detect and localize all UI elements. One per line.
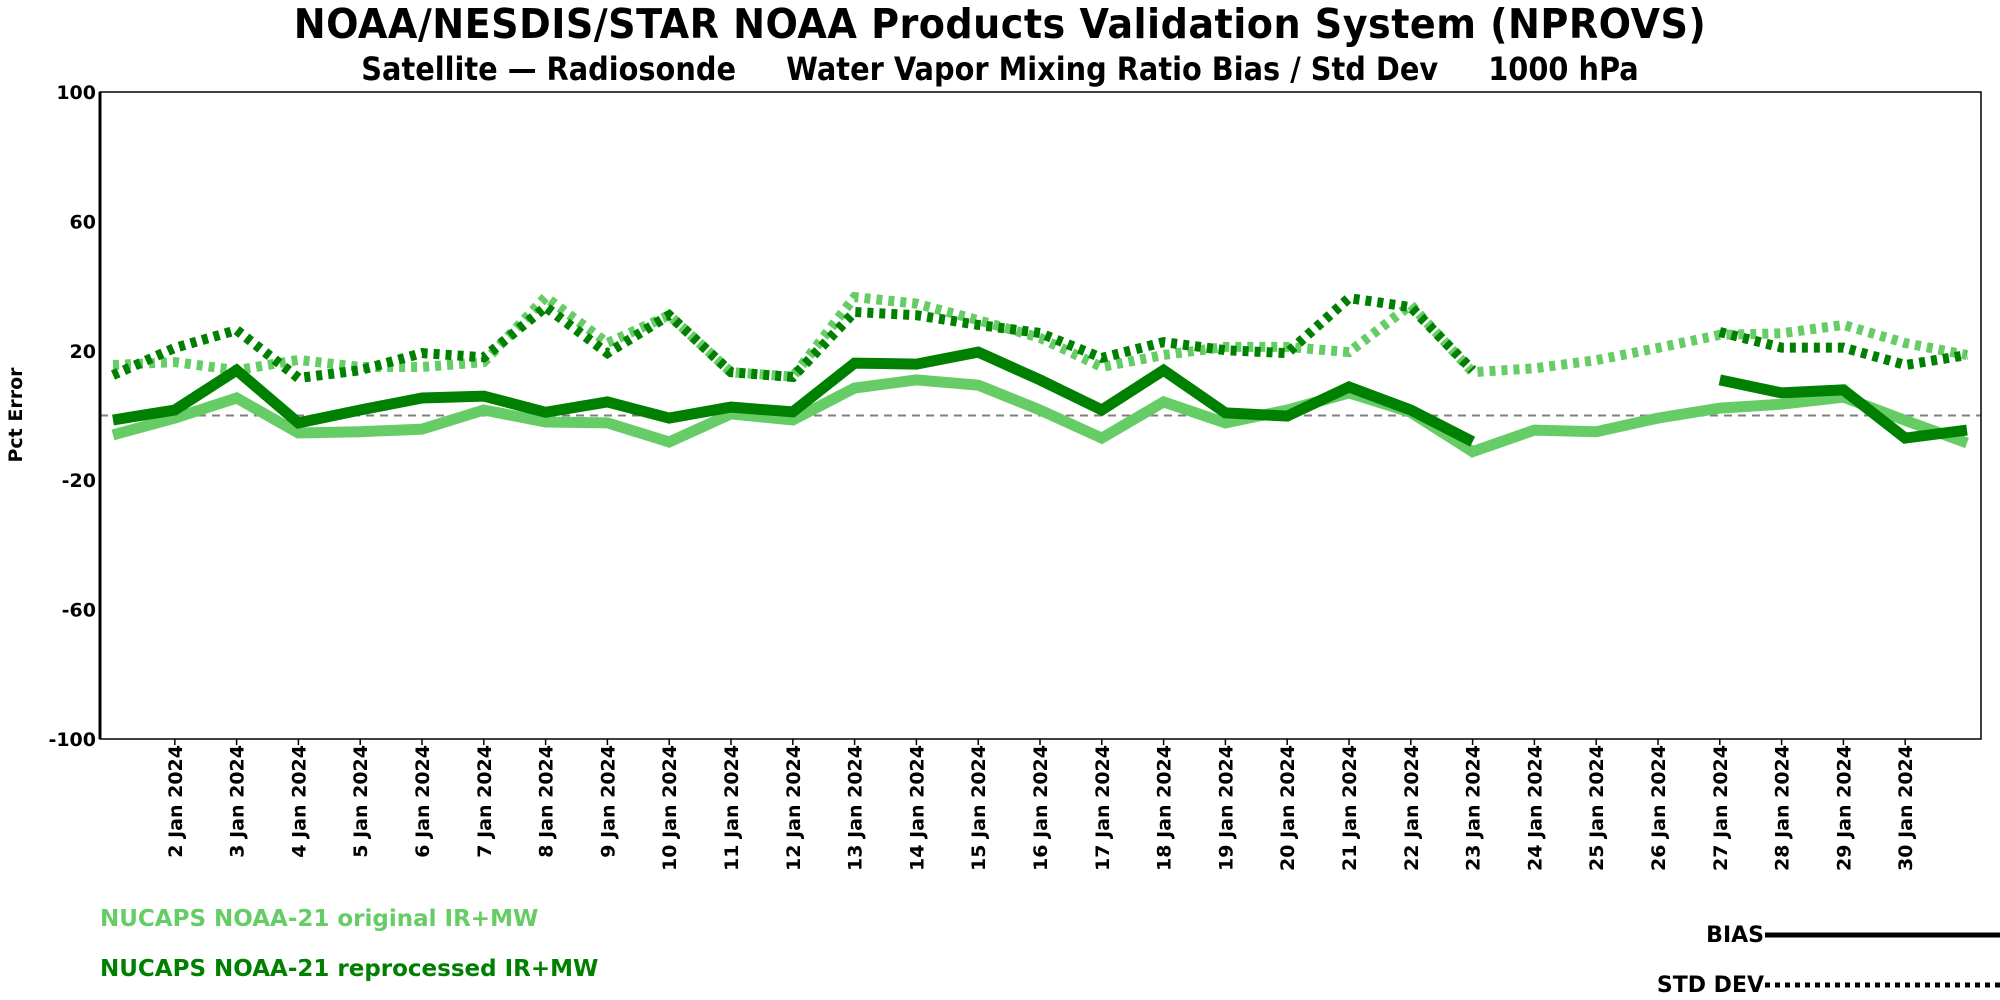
series-std-dev-original [112, 290, 1968, 382]
x-tick-label: 16 Jan 2024 [1030, 745, 1052, 871]
x-tick-label: 8 Jan 2024 [536, 745, 558, 858]
x-tick-label: 14 Jan 2024 [906, 745, 928, 871]
x-tick-label: 27 Jan 2024 [1710, 745, 1732, 871]
legend-reprocessed: NUCAPS NOAA-21 reprocessed IR+MW [100, 956, 599, 982]
x-tick-label: 13 Jan 2024 [845, 745, 867, 871]
x-tick-label: 5 Jan 2024 [350, 745, 372, 858]
x-tick-label: 28 Jan 2024 [1772, 745, 1794, 871]
x-tick-label: 22 Jan 2024 [1401, 745, 1423, 871]
y-tick-label: 100 [56, 82, 96, 104]
chart-subtitle: Satellite — Radiosonde Water Vapor Mixin… [361, 50, 1639, 88]
series-bias-reprocessed [112, 346, 1968, 447]
x-tick-label: 21 Jan 2024 [1339, 745, 1361, 871]
series-std-dev-reprocessed [110, 292, 1968, 384]
series-line [1718, 327, 1968, 371]
x-tick-label: 20 Jan 2024 [1277, 745, 1299, 871]
x-tick-label: 10 Jan 2024 [659, 745, 681, 871]
y-tick-label: -20 [62, 470, 96, 492]
y-axis-label: Pct Error [5, 367, 27, 463]
y-tick-label: -100 [48, 729, 96, 751]
x-tick-label: 3 Jan 2024 [227, 745, 249, 858]
x-tick-label: 17 Jan 2024 [1092, 745, 1114, 871]
x-tick-label: 2 Jan 2024 [165, 745, 187, 858]
x-tick-label: 30 Jan 2024 [1895, 745, 1917, 871]
legend-bias-label: BIAS [1706, 923, 1764, 948]
chart-title: NOAA/NESDIS/STAR NOAA Products Validatio… [293, 0, 1707, 48]
x-tick-label: 4 Jan 2024 [288, 745, 310, 858]
x-tick-label: 9 Jan 2024 [597, 745, 619, 858]
y-tick-label: -60 [62, 600, 96, 622]
x-tick-label: 15 Jan 2024 [968, 745, 990, 871]
x-tick-label: 11 Jan 2024 [721, 745, 743, 871]
legend-std-dev-label: STD DEV [1656, 973, 1764, 998]
x-tick-label: 19 Jan 2024 [1215, 745, 1237, 871]
x-axis-ticks: 2 Jan 2024 3 Jan 2024 4 Jan 2024 5 Jan 2024… [165, 739, 1917, 871]
series-line [112, 346, 1476, 447]
x-tick-label: 25 Jan 2024 [1586, 745, 1608, 871]
y-tick-label: 20 [70, 341, 96, 363]
x-tick-label: 6 Jan 2024 [412, 745, 434, 858]
y-tick-label: 60 [70, 211, 96, 233]
series-line [110, 292, 1477, 384]
x-tick-label: 7 Jan 2024 [474, 745, 496, 858]
x-tick-label: 23 Jan 2024 [1463, 745, 1485, 871]
legend-original: NUCAPS NOAA-21 original IR+MW [100, 906, 539, 932]
x-tick-label: 24 Jan 2024 [1524, 745, 1546, 871]
plot-marks [100, 290, 1981, 458]
x-tick-label: 12 Jan 2024 [783, 745, 805, 871]
y-axis-ticks: 100 60 20 -20 -60 -100 [48, 82, 96, 751]
series-line [1718, 374, 1968, 444]
x-tick-label: 26 Jan 2024 [1648, 745, 1670, 871]
x-tick-label: 18 Jan 2024 [1154, 745, 1176, 871]
series-line [111, 374, 1969, 458]
series-bias-original [111, 374, 1969, 458]
x-tick-label: 29 Jan 2024 [1833, 745, 1855, 871]
series-line [112, 290, 1968, 382]
